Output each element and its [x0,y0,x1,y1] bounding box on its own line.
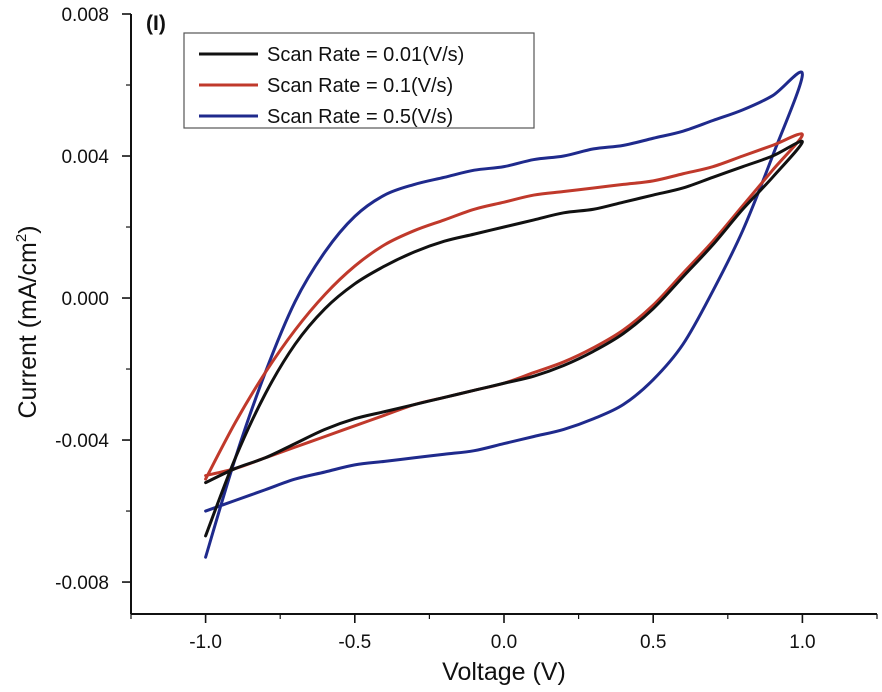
legend: Scan Rate = 0.01(V/s) Scan Rate = 0.1(V/s… [183,32,535,129]
series-lines [204,70,804,559]
y-tick-label: -0.008 [55,573,109,594]
y-axis-title-superscript: 2 [13,234,30,242]
y-axis-title: Current (mA/cm2) [13,225,42,418]
series-line-2 [204,70,804,559]
y-tick-label: 0.004 [61,147,109,168]
x-tick-label: 0.0 [491,632,517,653]
x-tick-label: 1.0 [789,632,815,653]
x-axis-title: Voltage (V) [442,658,566,686]
y-tick-label: 0.008 [61,5,109,26]
ticks: -1.0 -0.5 0.0 0.5 1.0 -0.008 -0.004 0.000 0.004 0… [55,5,878,653]
series-line-0 [204,139,804,538]
y-tick-label: 0.000 [61,289,109,310]
series-line-1 [204,132,804,481]
x-tick-label: -0.5 [338,632,371,653]
legend-box [183,32,535,129]
x-tick-label: -1.0 [189,632,222,653]
y-axis-title-close: ) [14,225,42,233]
panel-label: (I) [146,12,166,35]
legend-label-0: Scan Rate = 0.01(V/s) [267,44,464,66]
legend-label-2: Scan Rate = 0.5(V/s) [267,106,453,128]
y-axis-title-main: Current (mA/cm [14,242,42,418]
legend-label-1: Scan Rate = 0.1(V/s) [267,75,453,97]
x-tick-label: 0.5 [640,632,666,653]
y-tick-label: -0.004 [55,431,109,452]
